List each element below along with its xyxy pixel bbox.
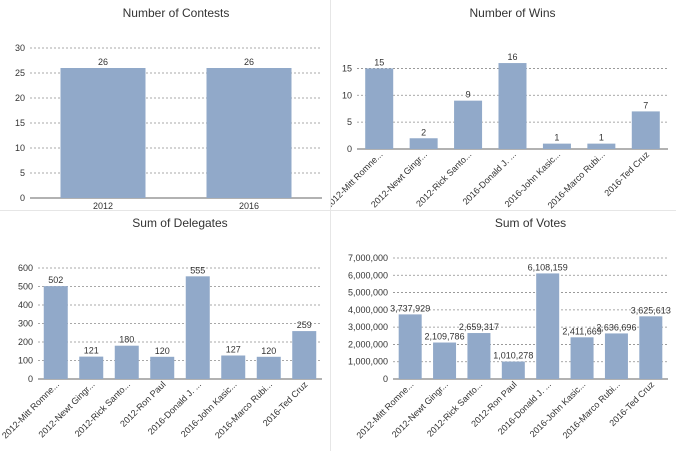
y-tick-label: 300 [18,319,33,329]
y-tick-label: 25 [15,68,25,78]
bar [256,356,281,379]
data-label: 26 [98,57,108,67]
y-tick-label: 5 [347,117,352,127]
panel-divider-vertical [330,0,331,451]
y-tick-label: 5 [20,168,25,178]
data-label: 3,737,929 [390,303,430,313]
bar [365,68,394,149]
x-tick-label: 2016 [239,201,259,210]
data-label: 2,109,786 [425,332,465,342]
chart-panel-delegates: Sum of Delegates 0 100 200 300 400 500 600 502 20… [0,211,330,451]
panel-divider-horizontal [0,210,676,211]
y-tick-label: 0 [20,193,25,203]
bar [498,63,527,149]
y-tick-label: 15 [342,63,352,73]
y-tick-label: 5,000,000 [348,288,388,298]
x-tick-label: 2012-Mitt Romne... [0,379,61,440]
data-label: 15 [374,57,384,67]
data-label: 259 [297,320,312,330]
data-label: 3,625,613 [631,305,671,315]
chart-panel-wins: Number of Wins 0 5 10 15 15 2012-Mitt Romne...… [323,0,676,211]
chart-panel-contests: Number of Contests 0 5 10 15 20 25 30 26 2012 26 20… [0,0,330,211]
y-tick-label: 10 [15,143,25,153]
bar [292,331,317,379]
bar [501,361,525,379]
x-tick-label: 2016-Marco Rubi... [561,379,622,440]
data-label: 7 [643,100,648,110]
x-tick-label: 2012 [93,201,113,210]
chart-sum-of-delegates: Sum of Delegates 0 100 200 300 400 500 600 502 20… [0,216,322,441]
bar [467,333,491,379]
data-label: 1 [554,133,559,143]
y-tick-label: 0 [383,374,388,384]
y-tick-label: 0 [28,374,33,384]
y-tick-label: 15 [15,118,25,128]
data-label: 555 [190,265,205,275]
bar [542,143,571,149]
data-label: 9 [466,90,471,100]
bar [79,356,104,379]
bar [433,342,457,379]
data-label: 120 [155,346,170,356]
y-tick-label: 4,000,000 [348,305,388,315]
bar [206,68,292,198]
y-tick-label: 7,000,000 [348,253,388,263]
bar [114,345,139,379]
data-label: 16 [507,52,517,62]
y-tick-label: 20 [15,93,25,103]
x-tick-label: 2016-Ted Cruz [602,149,651,198]
chart-title: Sum of Delegates [132,216,227,230]
bar [639,316,663,379]
bar [587,143,616,149]
data-label: 2,636,696 [596,322,636,332]
y-tick-label: 10 [342,90,352,100]
data-label: 502 [48,275,63,285]
y-tick-label: 400 [18,300,33,310]
bar [536,273,560,379]
data-label: 1,010,278 [493,351,533,361]
data-label: 121 [84,346,99,356]
y-tick-label: 3,000,000 [348,322,388,332]
chart-panel-votes: Sum of Votes 0 1,000,000 2,000,000 3,000,000… [331,211,676,451]
chart-title: Number of Contests [123,6,230,20]
bar [221,355,246,379]
bar [454,100,483,149]
y-tick-label: 0 [347,144,352,154]
bar [185,276,210,379]
bar [631,111,660,149]
chart-number-of-contests: Number of Contests 0 5 10 15 20 25 30 26 2012 26 20… [15,6,322,211]
y-tick-label: 1,000,000 [348,357,388,367]
bar [60,68,146,198]
y-tick-label: 600 [18,263,33,273]
y-tick-label: 2,000,000 [348,339,388,349]
bar [604,333,628,379]
data-label: 1 [599,133,604,143]
y-tick-label: 500 [18,282,33,292]
data-label: 127 [226,345,241,355]
data-label: 2 [421,127,426,137]
chart-title: Number of Wins [469,6,555,20]
data-label: 6,108,159 [528,262,568,272]
data-label: 2,411,669 [562,326,601,336]
bar [150,356,175,379]
data-label: 26 [244,57,254,67]
chart-title: Sum of Votes [495,216,566,230]
y-tick-label: 200 [18,337,33,347]
bar [43,286,68,379]
y-tick-label: 100 [18,356,33,366]
bar [409,138,438,149]
x-tick-label: 2012-Mitt Romne... [354,379,415,440]
data-label: 2,659,317 [459,322,499,332]
bar [570,337,594,379]
chart-sum-of-votes: Sum of Votes 0 1,000,000 2,000,000 3,000,000… [348,216,671,441]
y-tick-label: 6,000,000 [348,270,388,280]
data-label: 120 [261,346,276,356]
data-label: 180 [119,335,134,345]
y-tick-label: 30 [15,43,25,53]
bar [398,314,422,379]
